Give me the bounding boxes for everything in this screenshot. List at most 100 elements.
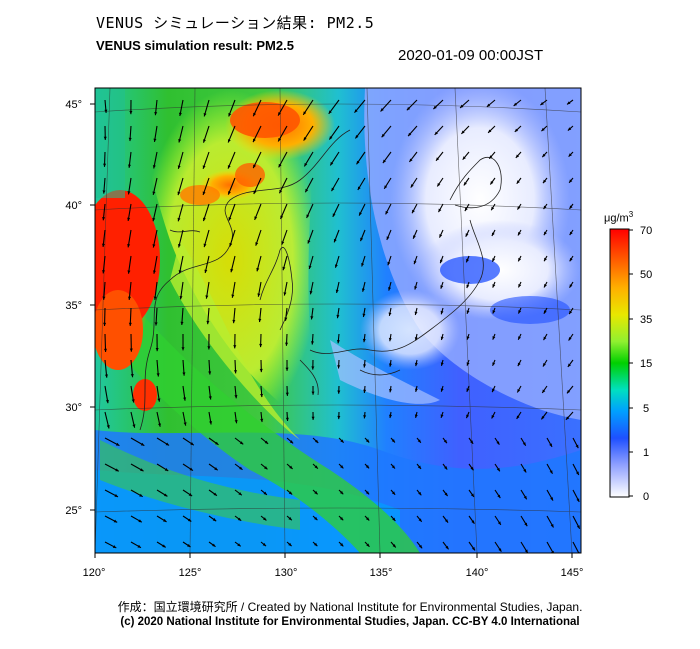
wind-arrowhead [260, 418, 264, 423]
wind-arrowhead [127, 244, 131, 248]
wind-arrowhead [202, 217, 206, 222]
y-tick-label: 45° [65, 99, 82, 111]
wind-arrowhead [264, 440, 269, 444]
wind-arrowhead [152, 191, 156, 195]
wind-arrowhead [408, 132, 412, 137]
wind-arrowhead [497, 494, 501, 499]
wind-arrowhead [238, 492, 242, 496]
wind-arrowhead [178, 112, 182, 116]
wind-arrowhead [486, 103, 491, 107]
wind-arrowhead [278, 163, 282, 168]
wind-arrowhead [114, 494, 119, 497]
wind-arrowhead [163, 518, 167, 522]
wind-arrowhead [311, 416, 315, 420]
colorbar: 70 50 35 15 5 1 0 [609, 225, 652, 503]
wind-arrowhead [177, 244, 181, 248]
wind-arrowhead [283, 292, 287, 296]
wind-arrowhead [412, 209, 415, 214]
wind-arrowhead [514, 128, 519, 132]
wind-arrowhead [544, 257, 547, 262]
wind-arrowhead [181, 347, 185, 351]
wind-arrowhead [543, 231, 547, 236]
wind-arrowhead [103, 348, 108, 352]
wind-arrowhead [357, 186, 361, 191]
wind-arrowhead [213, 492, 217, 496]
wind-arrowhead [115, 442, 120, 446]
wind-arrowhead [392, 517, 396, 522]
wind-arrowhead [256, 267, 260, 272]
wind-arrowhead [466, 414, 470, 419]
colorbar-tick-label: 70 [640, 225, 652, 237]
wind-arrowhead [311, 366, 315, 370]
wind-arrowhead [130, 373, 134, 378]
wind-arrowhead [518, 283, 522, 288]
wind-arrowhead [311, 391, 315, 395]
wind-arrowhead [187, 518, 192, 522]
wind-arrowhead [355, 135, 359, 139]
wind-arrowhead [152, 165, 156, 169]
wind-arrowhead [208, 371, 212, 375]
wind-arrowhead [491, 206, 495, 211]
wind-arrowhead [102, 190, 106, 194]
wind-arrowhead [128, 137, 132, 142]
wind-arrowhead [414, 286, 418, 290]
wind-arrowhead [177, 191, 181, 196]
wind-arrowhead [389, 414, 393, 419]
wind-arrowhead [388, 337, 392, 342]
wind-arrowhead [361, 288, 365, 292]
wind-arrowhead [239, 441, 244, 445]
wind-arrowhead [460, 104, 464, 108]
wind-arrowhead [540, 101, 544, 106]
wind-arrowhead [516, 180, 520, 184]
wind-arrowhead [330, 161, 334, 166]
wind-arrowhead [466, 310, 470, 314]
wind-arrowhead [154, 111, 158, 116]
wind-arrowhead [314, 516, 318, 521]
wind-arrowhead [127, 164, 132, 168]
wind-arrowhead [227, 139, 231, 143]
wind-arrowhead [310, 341, 314, 345]
wind-arrowhead [102, 296, 106, 300]
wind-arrowhead [263, 491, 267, 495]
x-tick-label: 140° [466, 567, 489, 579]
wind-arrowhead [183, 422, 187, 426]
wind-arrowhead [140, 442, 145, 446]
wind-arrowhead [524, 549, 528, 553]
wind-arrowhead [517, 206, 521, 210]
wind-arrowhead [153, 138, 157, 142]
wind-arrowhead [307, 240, 311, 244]
wind-arrowhead [127, 217, 131, 221]
wind-arrowhead [106, 425, 110, 429]
wind-arrowhead [234, 395, 238, 399]
wind-arrowhead [568, 153, 572, 157]
wind-arrowhead [206, 320, 210, 325]
wind-arrowhead [336, 340, 340, 344]
wind-arrowhead [359, 212, 362, 216]
wind-arrowhead [102, 270, 106, 274]
wind-arrowhead [516, 415, 520, 419]
wind-arrowhead [566, 389, 571, 394]
wind-arrowhead [183, 397, 187, 401]
wind-arrowhead [253, 190, 257, 195]
wind-arrowhead [517, 389, 521, 393]
wind-arrowhead [339, 516, 344, 521]
wind-arrowhead [204, 269, 208, 273]
wind-arrowhead [203, 243, 207, 248]
wind-arrowhead [237, 517, 242, 521]
wind-arrowhead [381, 133, 385, 138]
wind-arrowhead [305, 188, 309, 193]
wind-arrowhead [309, 290, 313, 295]
wind-arrowhead [470, 466, 474, 471]
wind-arrowhead [437, 183, 441, 187]
wind-arrowhead [314, 439, 319, 443]
wind-arrowhead [158, 423, 161, 427]
wind-arrowhead [140, 468, 144, 472]
wind-arrowhead [228, 191, 231, 195]
y-tick-label: 30° [65, 402, 82, 414]
wind-arrowhead [329, 136, 333, 140]
wind-arrowhead [549, 470, 553, 474]
wind-arrowhead [178, 139, 182, 143]
wind-arrowhead [262, 542, 267, 547]
wind-arrowhead [576, 498, 580, 502]
wind-arrowhead [356, 160, 360, 165]
